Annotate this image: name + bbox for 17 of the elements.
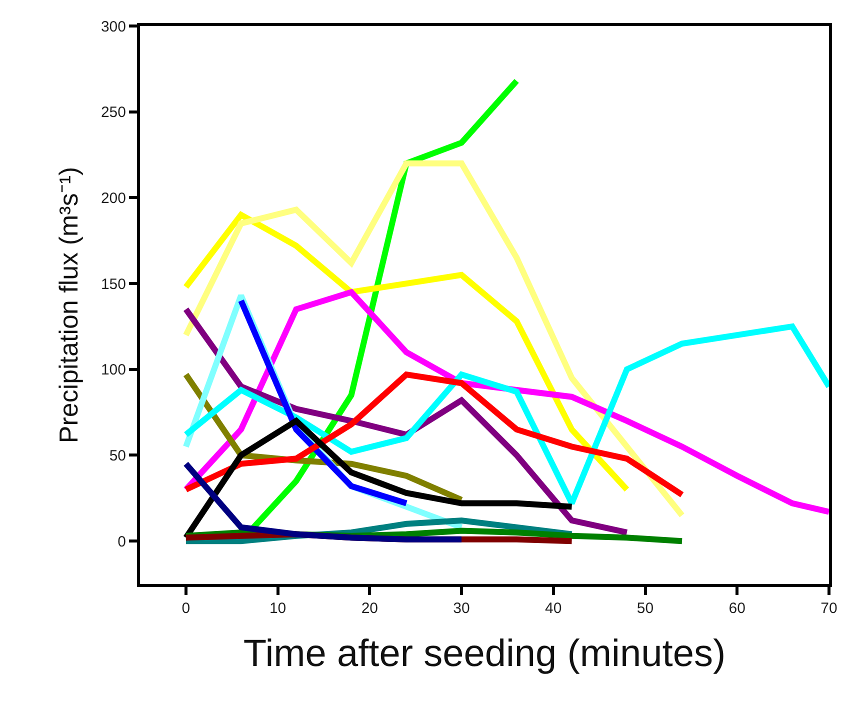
x-tick-label: 20 [361,600,378,617]
y-tick-label: 150 [100,276,126,293]
y-axis-title: Precipitation flux (m³s⁻¹) [53,166,84,444]
x-tick-label: 30 [453,600,470,617]
y-tick-label: 50 [109,447,126,464]
x-axis-title: Time after seeding (minutes) [243,633,726,676]
y-tick-label: 100 [100,362,126,379]
x-tick-label: 70 [820,600,838,617]
x-tick-label: 10 [269,600,286,617]
y-tick-label: 0 [118,533,126,550]
x-tick-label: 50 [636,600,654,617]
y-tick-label: 300 [100,18,126,36]
x-tick-label: 40 [545,600,562,617]
x-tick-label: 60 [728,600,746,617]
x-tick-label: 0 [182,600,190,617]
y-tick-label: 200 [100,190,126,207]
y-tick-label: 250 [100,104,126,122]
